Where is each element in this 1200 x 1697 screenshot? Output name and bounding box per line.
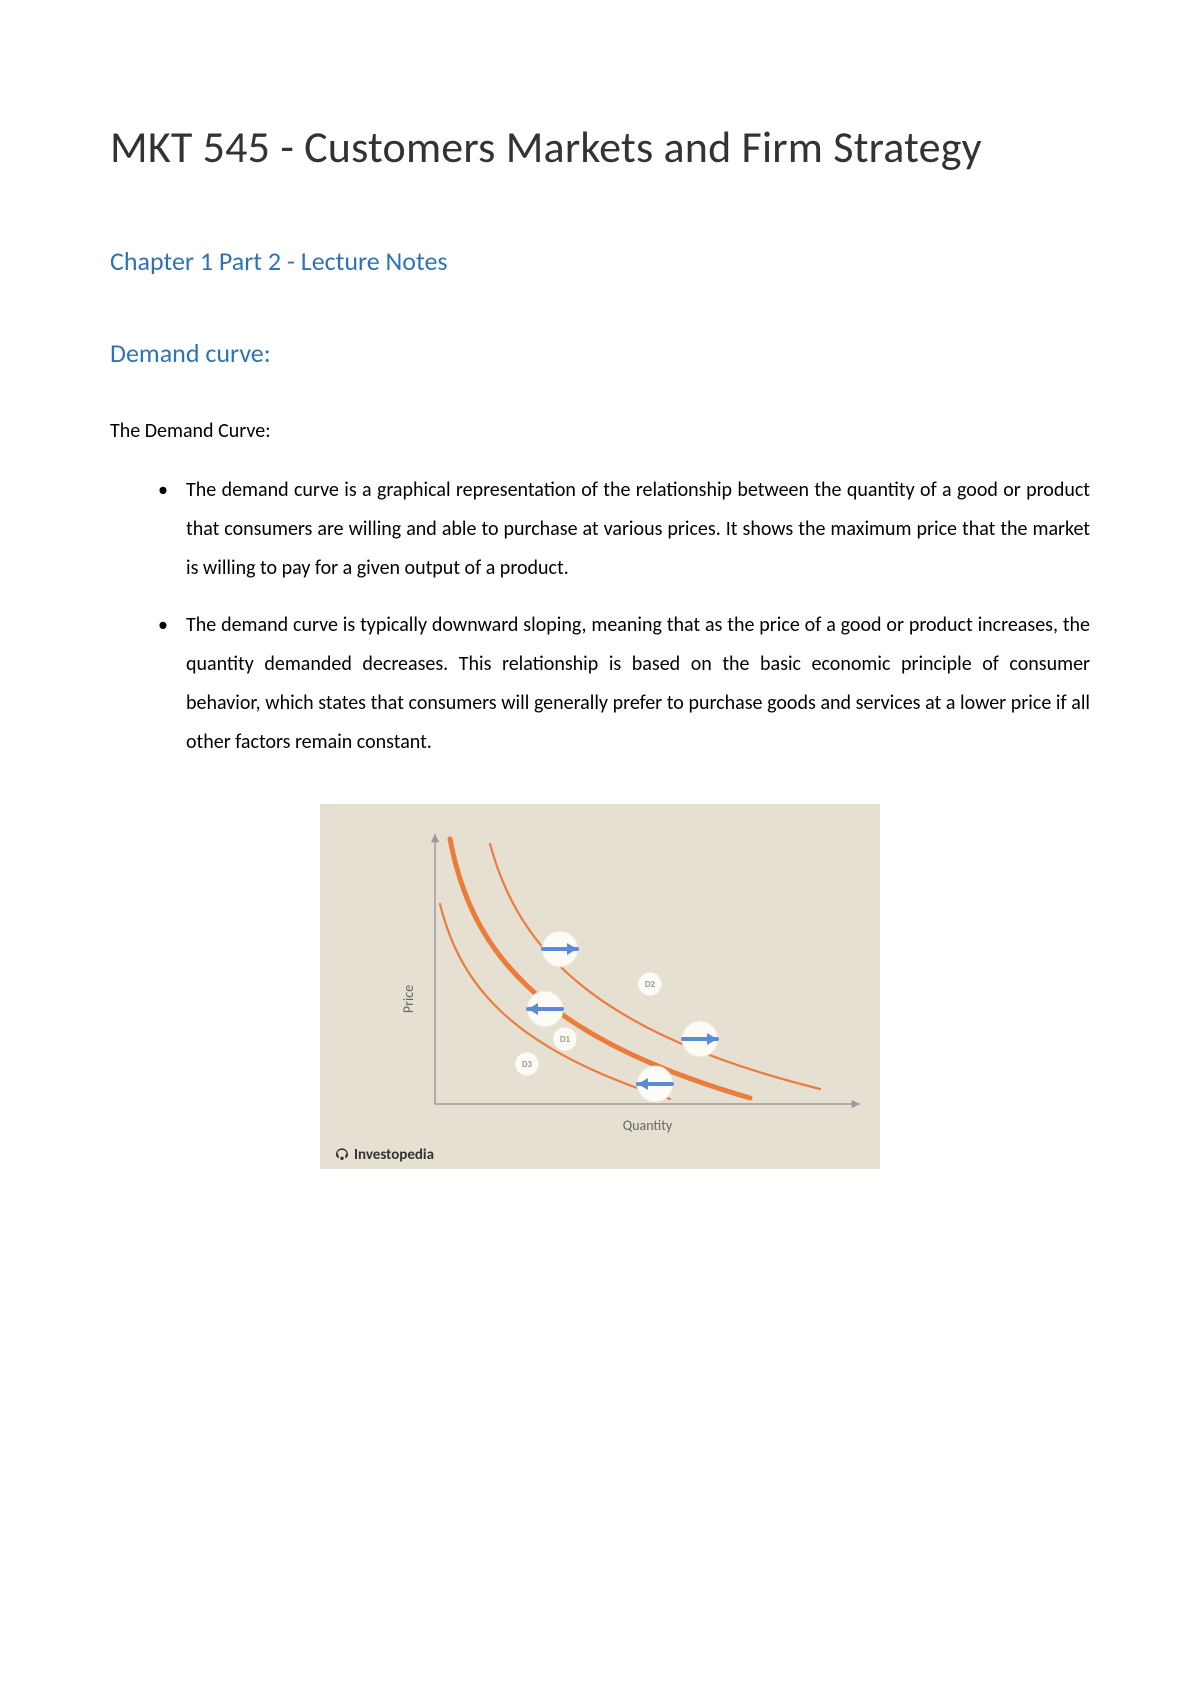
page-title: MKT 545 - Customers Markets and Firm Str…	[110, 120, 1090, 175]
investopedia-icon	[334, 1147, 350, 1163]
svg-text:D3: D3	[522, 1060, 533, 1069]
svg-text:D2: D2	[645, 980, 656, 989]
bullet-list: The demand curve is a graphical represen…	[110, 471, 1090, 762]
section-heading: Demand curve:	[110, 337, 1090, 369]
chapter-heading: Chapter 1 Part 2 - Lecture Notes	[110, 245, 1090, 277]
subheading: The Demand Curve:	[110, 419, 1090, 443]
demand-curve-chart: Price Quantity D1 D2 D3 Investopedia	[110, 804, 1090, 1174]
svg-text:Quantity: Quantity	[623, 1117, 673, 1134]
bullet-item: The demand curve is typically downward s…	[158, 606, 1090, 762]
svg-text:D1: D1	[560, 1035, 571, 1044]
attribution-label: Investopedia	[354, 1146, 434, 1164]
chart-svg: Price Quantity D1 D2 D3	[320, 804, 880, 1169]
svg-text:Price: Price	[400, 985, 417, 1013]
bullet-item: The demand curve is a graphical represen…	[158, 471, 1090, 588]
chart-attribution: Investopedia	[334, 1146, 434, 1164]
